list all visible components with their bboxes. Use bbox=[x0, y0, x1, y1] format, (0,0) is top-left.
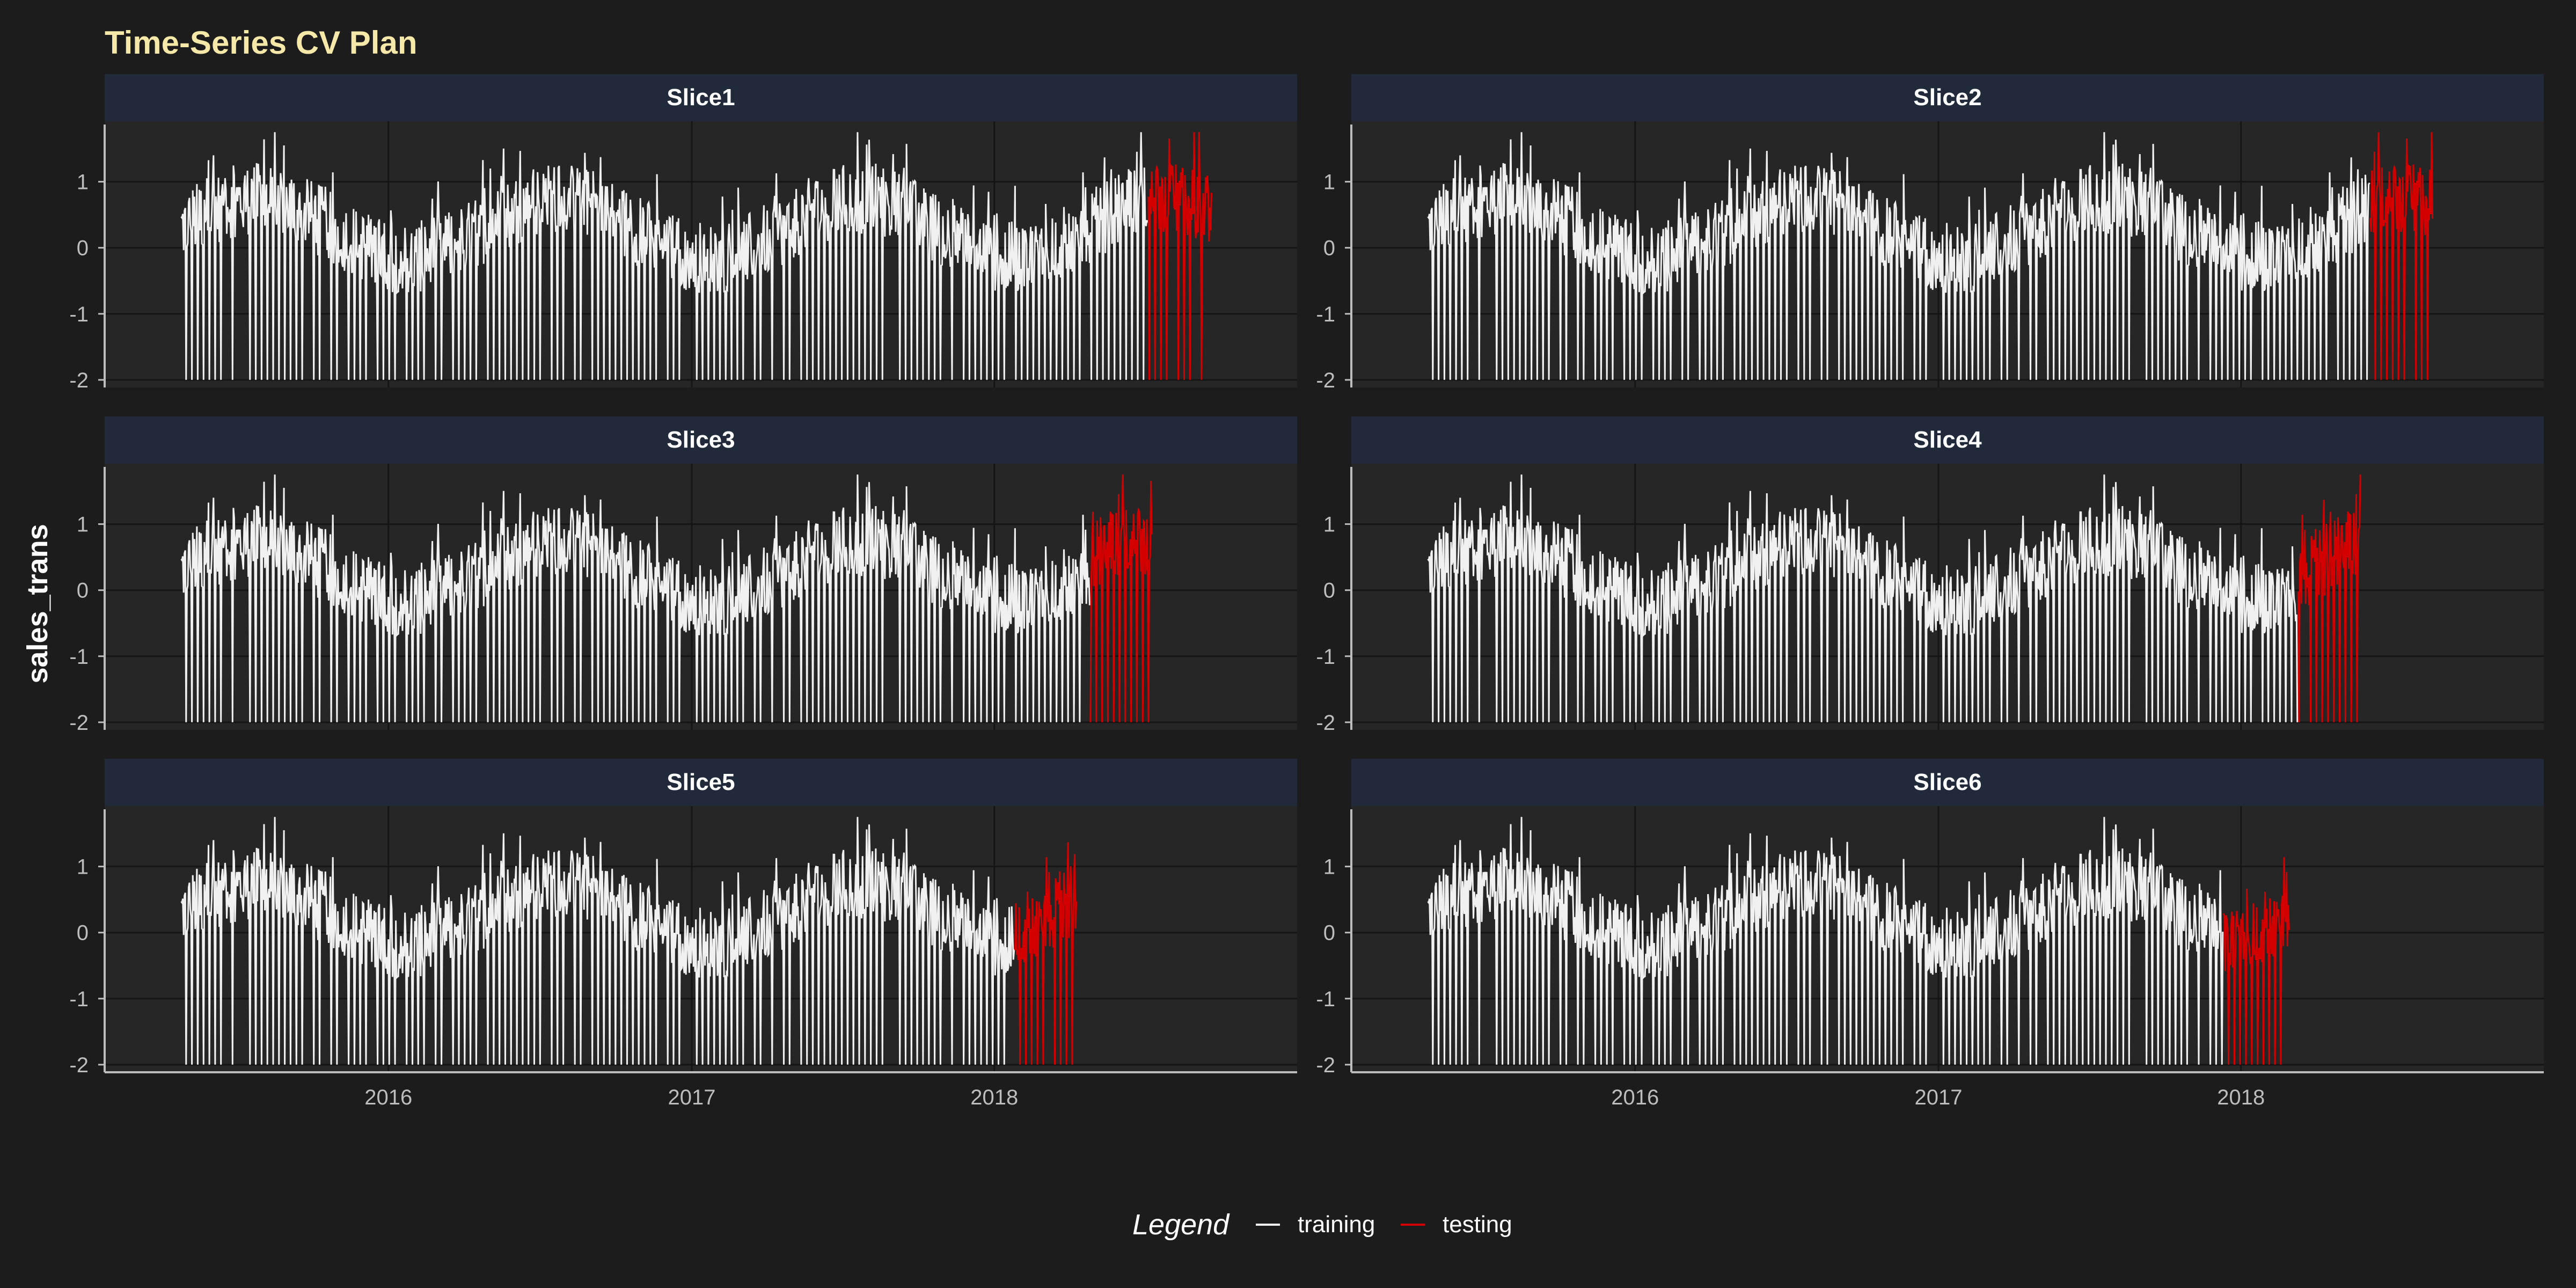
y-tick-label: -1 bbox=[1316, 987, 1335, 1011]
series-line-testing bbox=[1089, 474, 1153, 722]
y-tick-label: 0 bbox=[1323, 237, 1335, 260]
x-tick-label: 2017 bbox=[1915, 1086, 1963, 1109]
facet-strip-label: Slice1 bbox=[667, 84, 735, 111]
series-line-training bbox=[180, 474, 1091, 722]
facet-strip-label: Slice2 bbox=[1913, 84, 1981, 111]
y-tick-label: 1 bbox=[1323, 171, 1335, 194]
y-tick-label: 0 bbox=[77, 237, 89, 260]
y-tick-label: -2 bbox=[1316, 1053, 1335, 1077]
series-line-training bbox=[1427, 132, 2370, 380]
y-axis-label: sales_trans bbox=[21, 524, 54, 683]
y-tick-label: 0 bbox=[77, 579, 89, 603]
x-tick-label: 2016 bbox=[364, 1086, 412, 1109]
series-line-testing bbox=[2369, 132, 2434, 380]
y-tick-label: 1 bbox=[77, 855, 89, 879]
y-tick-label: 1 bbox=[77, 513, 89, 537]
legend-label-training: training bbox=[1298, 1211, 1375, 1238]
legend-title: Legend bbox=[1132, 1209, 1230, 1241]
y-tick-label: 1 bbox=[77, 171, 89, 194]
facet-panel-5: Slice5 1 0 -1 -2 2016 2017 2018 bbox=[69, 759, 1297, 1109]
facet-strip bbox=[105, 759, 1297, 806]
legend-label-testing: testing bbox=[1443, 1211, 1512, 1238]
y-tick-label: 0 bbox=[1323, 579, 1335, 603]
facet-strip bbox=[1351, 74, 2544, 121]
series-line-testing bbox=[1014, 842, 1078, 1065]
y-tick-label: -2 bbox=[69, 711, 89, 735]
series-line-training bbox=[1427, 474, 2299, 722]
facet-strip-label: Slice4 bbox=[1913, 427, 1982, 453]
facet-strip-label: Slice6 bbox=[1913, 769, 1981, 795]
series-line-training bbox=[180, 817, 1015, 1065]
y-tick-label: -1 bbox=[1316, 303, 1335, 326]
facet-panel-1: Slice1 1 0 -1 -2 bbox=[69, 74, 1297, 392]
facet-strip bbox=[105, 416, 1297, 464]
y-tick-label: -2 bbox=[1316, 711, 1335, 735]
y-tick-label: 1 bbox=[1323, 513, 1335, 537]
facet-strip-label: Slice5 bbox=[667, 769, 735, 795]
facet-panels: Slice110-1-2Slice210-1-2Slice310-1-2Slic… bbox=[69, 74, 2544, 1109]
y-tick-label: 0 bbox=[77, 921, 89, 945]
series-line-testing bbox=[1147, 132, 1212, 380]
facet-panel-3: Slice3 1 0 -1 -2 bbox=[69, 416, 1297, 735]
legend: Legend training testing bbox=[1132, 1209, 1512, 1241]
x-tick-label: 2016 bbox=[1611, 1086, 1659, 1109]
y-tick-label: 0 bbox=[1323, 921, 1335, 945]
x-tick-label: 2017 bbox=[668, 1086, 716, 1109]
x-tick-label: 2018 bbox=[970, 1086, 1018, 1109]
y-tick-label: -1 bbox=[69, 987, 89, 1011]
y-tick-label: -1 bbox=[1316, 645, 1335, 669]
facet-panel-4: Slice4 1 0 -1 -2 bbox=[1316, 416, 2544, 735]
y-tick-label: -2 bbox=[69, 1053, 89, 1077]
series-line-testing bbox=[2297, 474, 2361, 722]
facet-strip bbox=[1351, 759, 2544, 806]
series-line-training bbox=[1427, 817, 2224, 1065]
y-tick-label: -2 bbox=[1316, 369, 1335, 392]
facet-panel-2: Slice2 1 0 -1 -2 bbox=[1316, 74, 2544, 392]
facet-strip bbox=[1351, 416, 2544, 464]
chart-title: Time-Series CV Plan bbox=[105, 25, 417, 61]
series-line-training bbox=[180, 132, 1148, 380]
y-tick-label: 1 bbox=[1323, 855, 1335, 879]
y-tick-label: -1 bbox=[69, 645, 89, 669]
y-tick-label: -1 bbox=[69, 303, 89, 326]
x-tick-label: 2018 bbox=[2217, 1086, 2265, 1109]
series-line-testing bbox=[2222, 857, 2290, 1065]
facet-panel-6: Slice6 1 0 -1 -2 2016 2017 2018 bbox=[1316, 759, 2544, 1109]
facet-strip bbox=[105, 74, 1297, 121]
facet-strip-label: Slice3 bbox=[667, 427, 735, 453]
y-tick-label: -2 bbox=[69, 369, 89, 392]
